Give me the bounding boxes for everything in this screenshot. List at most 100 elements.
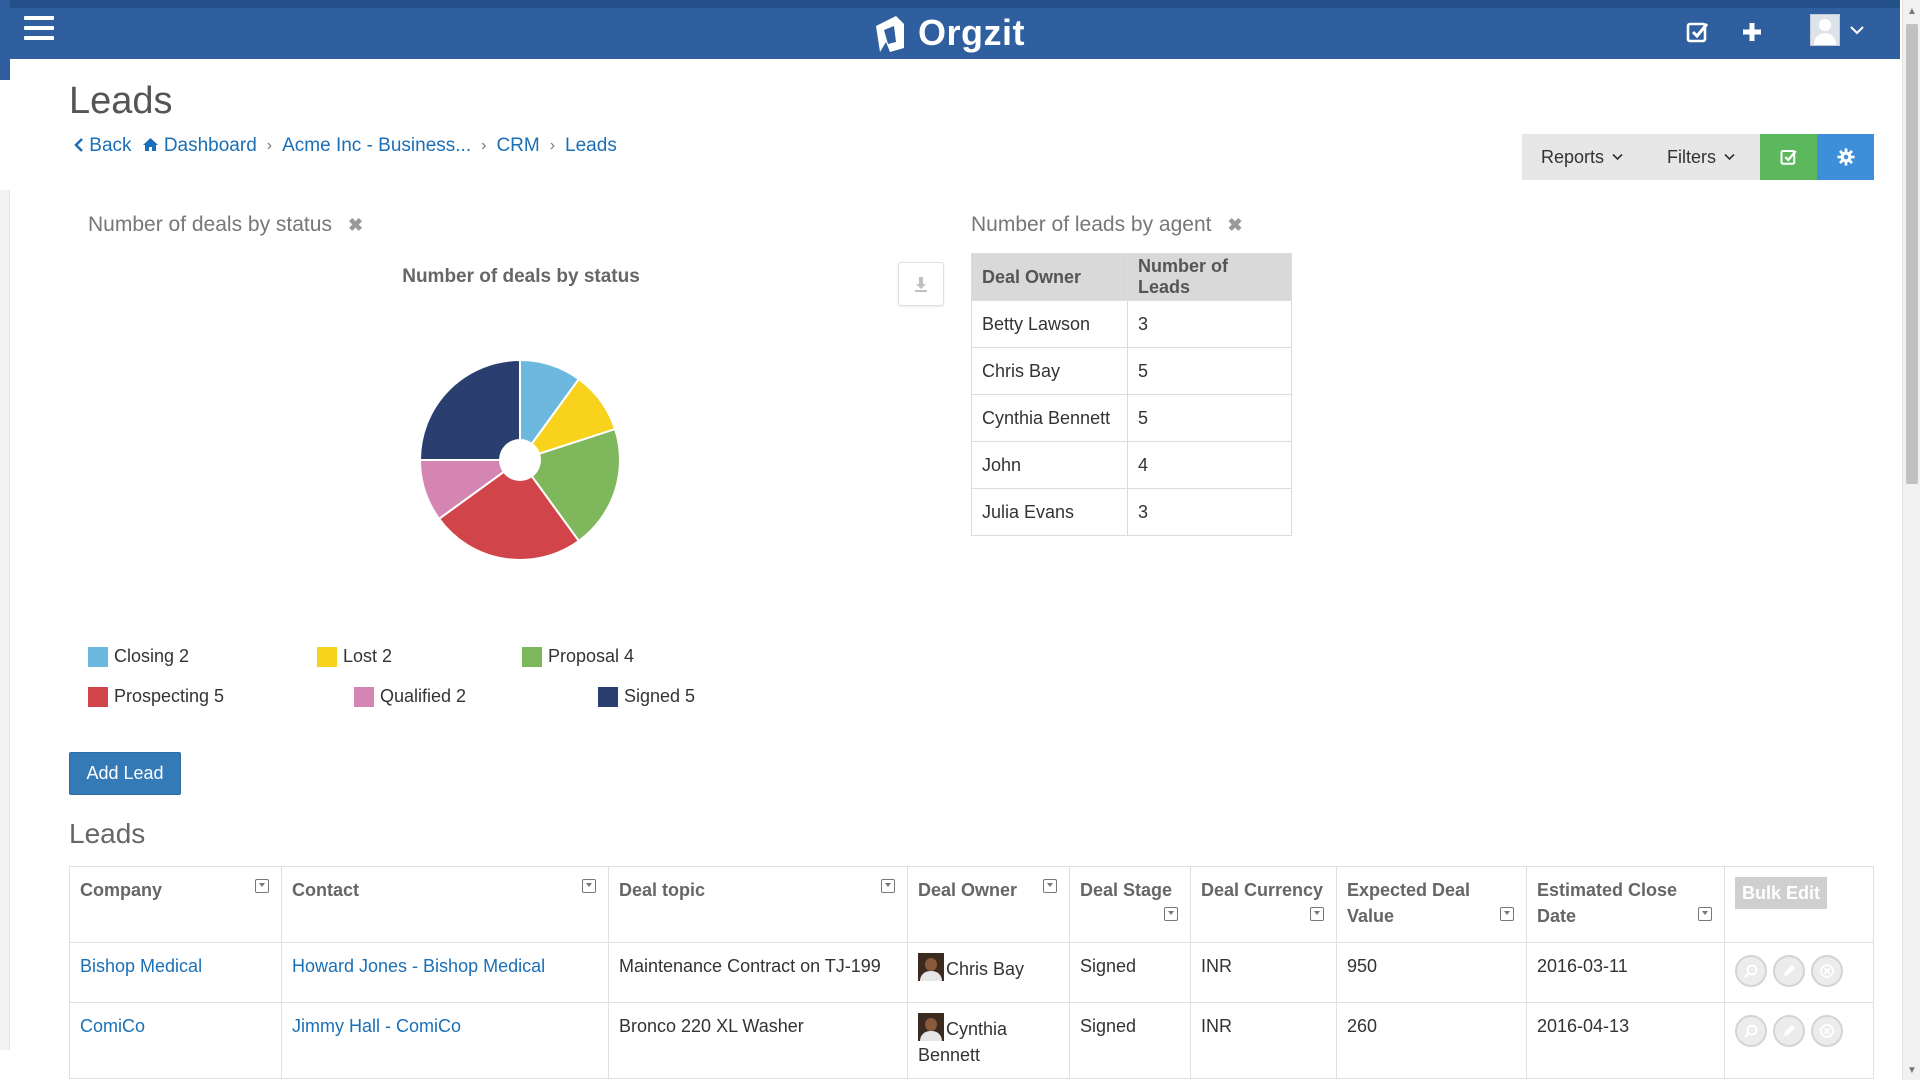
column-header-label: Deal topic xyxy=(619,880,706,900)
legend-swatch xyxy=(354,686,374,707)
column-header-contact[interactable]: Contact xyxy=(281,866,609,943)
company-link[interactable]: ComiCo xyxy=(80,1016,146,1036)
column-header-expected-value[interactable]: Expected Deal Value xyxy=(1336,866,1527,943)
close-icon xyxy=(1820,1024,1834,1038)
column-header-close-date[interactable]: Estimated Close Date xyxy=(1526,866,1725,943)
legend-item-proposal[interactable]: Proposal 4 xyxy=(522,646,634,667)
deal-owner-cell: Chris Bay xyxy=(907,942,1070,1003)
legend-swatch xyxy=(88,686,108,707)
legend-item-prospecting[interactable]: Prospecting 5 xyxy=(88,686,224,707)
download-chart-button[interactable] xyxy=(898,262,944,306)
expected-value-cell: 950 xyxy=(1336,942,1527,1003)
delete-button[interactable] xyxy=(1811,955,1843,987)
legend-label: Proposal 4 xyxy=(548,646,635,666)
view-button[interactable] xyxy=(1735,955,1767,987)
lead-count-cell: 5 xyxy=(1127,347,1292,395)
owner-name: Cynthia Bennett xyxy=(918,1019,1008,1065)
column-filter-icon[interactable] xyxy=(1043,879,1057,893)
legend-item-lost[interactable]: Lost 2 xyxy=(317,646,392,667)
close-icon[interactable]: ✖ xyxy=(347,214,364,235)
column-filter-icon[interactable] xyxy=(1698,907,1712,921)
search-icon xyxy=(1744,964,1758,978)
column-header-company[interactable]: Company xyxy=(69,866,282,943)
delete-button[interactable] xyxy=(1811,1015,1843,1047)
column-filter-icon[interactable] xyxy=(582,879,596,893)
expected-value-cell: 260 xyxy=(1336,1002,1527,1079)
owner-name: Chris Bay xyxy=(946,959,1025,979)
select-records-button[interactable] xyxy=(1760,134,1817,180)
pie-slice-signed[interactable] xyxy=(418,358,521,461)
brand-logo[interactable]: Orgzit xyxy=(870,10,1025,56)
breadcrumb: Back Dashboard › Acme Inc - Business... … xyxy=(74,135,617,157)
lead-count-cell: 4 xyxy=(1127,441,1292,489)
agent-name-cell: Julia Evans xyxy=(971,488,1128,536)
column-filter-icon[interactable] xyxy=(1310,907,1324,921)
leads-table: Company Contact Deal topic Deal Owner De… xyxy=(69,866,1874,1079)
company-link[interactable]: Bishop Medical xyxy=(80,956,203,976)
close-icon[interactable]: ✖ xyxy=(1227,214,1243,235)
breadcrumb-separator: › xyxy=(266,137,273,154)
agent-name-cell: Chris Bay xyxy=(971,347,1128,395)
breadcrumb-separator: › xyxy=(549,137,556,154)
legend-label: Lost 2 xyxy=(343,646,393,666)
legend-item-closing[interactable]: Closing 2 xyxy=(88,646,189,667)
column-header-deal-stage[interactable]: Deal Stage xyxy=(1069,866,1191,943)
chevron-down-icon xyxy=(1724,153,1735,161)
column-header-deal-owner[interactable]: Deal Owner xyxy=(907,866,1070,943)
chevron-down-icon[interactable] xyxy=(1850,22,1864,40)
breadcrumb-acme[interactable]: Acme Inc - Business... xyxy=(282,135,472,156)
deal-owner-cell: Cynthia Bennett xyxy=(907,1002,1070,1079)
legend-label: Closing 2 xyxy=(114,646,190,666)
deals-pie-chart xyxy=(418,358,621,561)
bulk-edit-button[interactable]: Bulk Edit xyxy=(1735,877,1828,909)
view-button[interactable] xyxy=(1735,1015,1767,1047)
vertical-scrollbar[interactable]: ▲ ▼ xyxy=(1902,0,1920,1080)
column-header-deal-currency[interactable]: Deal Currency xyxy=(1190,866,1337,943)
plus-icon[interactable] xyxy=(1736,16,1768,48)
column-header-actions: Bulk Edit xyxy=(1724,866,1874,943)
agent-name-cell: Cynthia Bennett xyxy=(971,394,1128,442)
reports-dropdown-button[interactable]: Reports xyxy=(1522,134,1642,180)
pie-slice-proposal[interactable] xyxy=(518,427,621,543)
row-actions-cell xyxy=(1724,1002,1874,1079)
leads-section-title: Leads xyxy=(69,818,146,849)
scrollbar-thumb[interactable] xyxy=(1906,24,1918,484)
edit-button[interactable] xyxy=(1773,1015,1805,1047)
legend-item-signed[interactable]: Signed 5 xyxy=(598,686,695,707)
legend-label: Prospecting 5 xyxy=(114,686,225,706)
scroll-down-arrow-icon[interactable]: ▼ xyxy=(1907,1065,1917,1076)
leads-header-row: Company Contact Deal topic Deal Owner De… xyxy=(69,866,1874,943)
contact-link[interactable]: Howard Jones - Bishop Medical xyxy=(292,956,546,976)
agent-widget-title: Number of leads by agent xyxy=(971,213,1212,236)
back-link[interactable]: Back xyxy=(74,135,132,157)
breadcrumb-crm[interactable]: CRM xyxy=(496,135,540,156)
contact-link[interactable]: Jimmy Hall - ComiCo xyxy=(292,1016,462,1036)
column-filter-icon[interactable] xyxy=(1500,907,1514,921)
reports-label: Reports xyxy=(1540,146,1605,167)
edit-button[interactable] xyxy=(1773,955,1805,987)
check-square-icon xyxy=(1780,150,1797,165)
column-filter-icon[interactable] xyxy=(881,879,895,893)
column-filter-icon[interactable] xyxy=(1164,907,1178,921)
agent-leads-table: Deal Owner Number of Leads Betty Lawson 3… xyxy=(971,253,1292,536)
breadcrumb-leads[interactable]: Leads xyxy=(565,135,617,156)
breadcrumb-dashboard[interactable]: Dashboard xyxy=(142,135,257,157)
lead-count-cell: 5 xyxy=(1127,394,1292,442)
legend-swatch xyxy=(522,646,542,667)
legend-item-qualified[interactable]: Qualified 2 xyxy=(354,686,466,707)
pie-slice-prospecting[interactable] xyxy=(437,458,581,561)
add-lead-button[interactable]: Add Lead xyxy=(69,752,181,795)
check-square-icon[interactable] xyxy=(1682,16,1714,48)
filters-dropdown-button[interactable]: Filters xyxy=(1642,134,1760,180)
deal-stage-cell: Signed xyxy=(1069,1002,1191,1079)
table-row: Betty Lawson 3 xyxy=(971,300,1292,348)
search-icon xyxy=(1744,1024,1758,1038)
column-filter-icon[interactable] xyxy=(255,879,269,893)
left-sidebar-edge xyxy=(0,190,10,1050)
settings-button[interactable] xyxy=(1817,134,1874,180)
user-avatar-icon[interactable] xyxy=(1810,14,1840,46)
column-header-deal-topic[interactable]: Deal topic xyxy=(608,866,908,943)
scroll-up-arrow-icon[interactable]: ▲ xyxy=(1907,6,1917,17)
page-title: Leads xyxy=(69,80,173,122)
hamburger-menu-icon[interactable] xyxy=(24,16,54,42)
